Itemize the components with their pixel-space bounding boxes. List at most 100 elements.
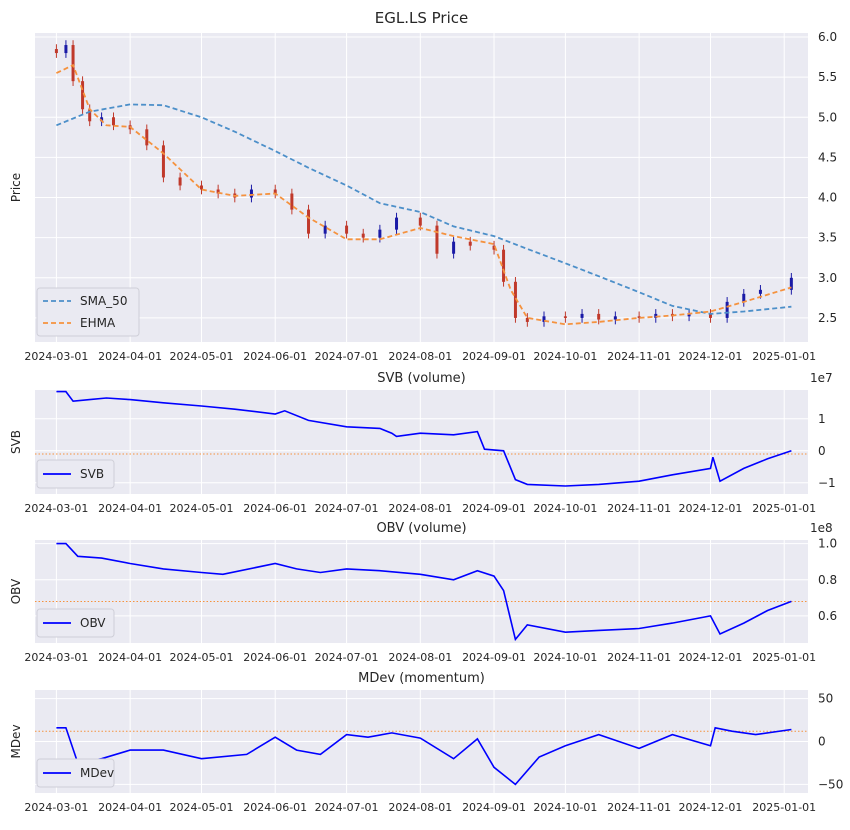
candle-body xyxy=(637,316,641,318)
plot-area xyxy=(35,390,808,494)
candle-body xyxy=(580,313,584,318)
candle-body xyxy=(418,217,422,226)
candle-body xyxy=(502,249,506,282)
candle-body xyxy=(345,225,349,234)
legend-label: MDev xyxy=(80,766,114,780)
x-tick-label: 2024-04-01 xyxy=(98,651,162,664)
candle-body xyxy=(145,129,149,146)
legend-label-sma: SMA_50 xyxy=(80,294,127,308)
chart-title: MDev (momentum) xyxy=(358,671,485,686)
candle-body xyxy=(513,281,517,318)
y-tick-label: 4.5 xyxy=(818,150,837,164)
candle-body xyxy=(249,189,253,198)
x-tick-label: 2024-07-01 xyxy=(315,801,379,814)
x-tick-label: 2024-12-01 xyxy=(679,651,743,664)
candle-body xyxy=(216,189,220,194)
plot-area xyxy=(35,540,808,643)
y-tick-label: 2.5 xyxy=(818,311,837,325)
candle-body xyxy=(290,193,294,210)
candle-body xyxy=(789,277,793,290)
candle-body xyxy=(111,117,115,126)
x-tick-label: 2024-10-01 xyxy=(533,801,597,814)
x-tick-label: 2024-08-01 xyxy=(388,350,452,363)
candle-body xyxy=(563,316,567,318)
legend-label-ehma: EHMA xyxy=(80,316,116,330)
candle-body xyxy=(435,225,439,254)
candle-body xyxy=(361,233,365,238)
x-tick-label: 2024-06-01 xyxy=(243,502,307,515)
series-line-mdev xyxy=(56,726,792,786)
x-tick-label: 2024-10-01 xyxy=(533,502,597,515)
y-tick-label: 4.0 xyxy=(818,191,837,205)
candle-body xyxy=(100,117,104,122)
y-tick-label: 0 xyxy=(818,735,826,749)
legend-label: SVB xyxy=(80,467,104,481)
x-tick-label: 2024-04-01 xyxy=(98,801,162,814)
candle-body xyxy=(395,217,399,230)
x-tick-label: 2024-08-01 xyxy=(388,502,452,515)
x-tick-label: 2024-11-01 xyxy=(607,502,671,515)
chart-title: SVB (volume) xyxy=(377,371,466,386)
x-tick-label: 2024-07-01 xyxy=(315,502,379,515)
x-tick-label: 2024-07-01 xyxy=(315,651,379,664)
candle-body xyxy=(452,241,456,254)
y-tick-label: 0 xyxy=(818,444,826,458)
candle-body xyxy=(199,185,203,190)
x-tick-label: 2024-09-01 xyxy=(462,801,526,814)
x-tick-label: 2024-06-01 xyxy=(243,651,307,664)
candle-body xyxy=(323,225,327,234)
y-tick-label: 0.6 xyxy=(818,609,837,623)
x-tick-label: 2024-05-01 xyxy=(170,502,234,515)
y-tick-label: 50 xyxy=(818,692,833,706)
candle-body xyxy=(378,229,382,238)
x-tick-label: 2024-03-01 xyxy=(24,350,88,363)
candle-body xyxy=(71,45,75,82)
y-tick-label: 5.0 xyxy=(818,110,837,124)
x-tick-label: 2025-01-01 xyxy=(752,651,816,664)
y-tick-label: 1 xyxy=(818,412,826,426)
y-tick-label: 6.0 xyxy=(818,30,837,44)
plot-area xyxy=(35,33,808,342)
candle-body xyxy=(307,209,311,234)
x-tick-label: 2024-08-01 xyxy=(388,651,452,664)
candle-body xyxy=(88,109,92,122)
x-tick-label: 2024-05-01 xyxy=(170,801,234,814)
x-tick-label: 2024-08-01 xyxy=(388,801,452,814)
legend-frame xyxy=(36,287,140,337)
x-tick-label: 2024-11-01 xyxy=(607,651,671,664)
y-tick-label: 0.8 xyxy=(818,573,837,587)
legend-frame xyxy=(36,608,115,638)
chart-title: EGL.LS Price xyxy=(375,9,468,27)
x-tick-label: 2024-09-01 xyxy=(462,502,526,515)
x-tick-label: 2024-12-01 xyxy=(679,350,743,363)
legend-label: OBV xyxy=(80,616,106,630)
candle-body xyxy=(81,81,85,110)
candle-body xyxy=(687,313,691,317)
y-axis-label: SVB xyxy=(9,430,23,454)
y-tick-label: 1.0 xyxy=(818,537,837,551)
y-tick-label: −1 xyxy=(818,476,836,490)
candle-body xyxy=(742,293,746,302)
series-line-svb xyxy=(56,390,792,487)
ehma-line xyxy=(56,63,792,326)
candle-body xyxy=(161,145,165,178)
x-tick-label: 2025-01-01 xyxy=(752,502,816,515)
y-axis-label: MDev xyxy=(9,724,23,758)
y-tick-label: 5.5 xyxy=(818,70,837,84)
x-tick-label: 2024-03-01 xyxy=(24,651,88,664)
x-tick-label: 2024-09-01 xyxy=(462,350,526,363)
x-tick-label: 2024-04-01 xyxy=(98,502,162,515)
chart-title: OBV (volume) xyxy=(376,521,466,536)
candle-body xyxy=(468,241,472,246)
y-axis-label: OBV xyxy=(9,578,23,604)
x-tick-label: 2024-11-01 xyxy=(607,801,671,814)
axis-offset-label: 1e8 xyxy=(810,521,833,535)
sma-50-line xyxy=(56,103,792,315)
x-tick-label: 2024-06-01 xyxy=(243,350,307,363)
x-tick-label: 2024-10-01 xyxy=(533,651,597,664)
y-tick-label: 3.0 xyxy=(818,271,837,285)
x-tick-label: 2024-07-01 xyxy=(315,350,379,363)
candle-body xyxy=(542,316,546,322)
